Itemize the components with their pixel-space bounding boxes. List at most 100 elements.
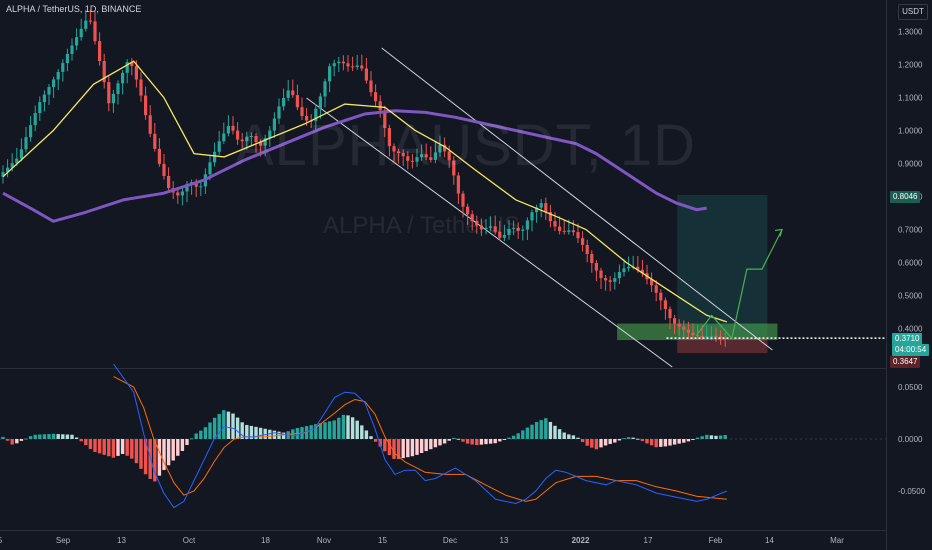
candle-body bbox=[719, 336, 723, 338]
price-tick-label: 1.2000 bbox=[898, 61, 923, 70]
time-tick-label: Dec bbox=[443, 536, 457, 545]
candle-body bbox=[42, 94, 46, 103]
macd-histogram-bar bbox=[553, 425, 557, 439]
macd-histogram-bar bbox=[268, 429, 272, 439]
stop-price-tag: 0.3647 bbox=[890, 356, 921, 368]
macd-histogram-bar bbox=[102, 439, 106, 455]
macd-histogram-bar bbox=[433, 439, 438, 448]
candle-body bbox=[272, 118, 276, 131]
candle-body bbox=[38, 102, 42, 114]
macd-histogram-bar bbox=[171, 439, 175, 461]
macd-histogram-bar bbox=[120, 439, 125, 454]
macd-histogram-bar bbox=[631, 437, 635, 439]
macd-histogram-bar bbox=[350, 417, 355, 439]
candle-body bbox=[162, 163, 166, 176]
macd-histogram-bar bbox=[645, 439, 649, 444]
candle-body bbox=[75, 37, 79, 46]
macd-histogram-bar bbox=[622, 438, 626, 440]
candle-body bbox=[387, 128, 391, 147]
candle-body bbox=[429, 157, 433, 160]
candle-body bbox=[364, 68, 368, 81]
last-price-tag: 0.3710 bbox=[892, 333, 923, 345]
candle-body bbox=[677, 323, 681, 327]
time-tick-label: 17 bbox=[644, 536, 653, 545]
candle-body bbox=[360, 65, 364, 69]
macd-histogram-bar bbox=[42, 434, 47, 439]
macd-histogram-bar bbox=[222, 410, 226, 439]
macd-histogram-bar bbox=[700, 436, 704, 439]
price-tick-label: 1.0000 bbox=[898, 127, 923, 136]
candle-body bbox=[300, 107, 304, 116]
candle-body bbox=[443, 144, 447, 152]
macd-tick-label: 0.0000 bbox=[898, 435, 923, 444]
candle-body bbox=[516, 227, 520, 231]
macd-histogram-bar bbox=[28, 436, 33, 439]
candle-body bbox=[121, 72, 125, 84]
currency-button[interactable]: USDT bbox=[898, 4, 928, 20]
candle-body bbox=[544, 203, 548, 213]
candle-body bbox=[617, 272, 621, 279]
candle-body bbox=[668, 309, 672, 319]
macd-histogram-bar bbox=[166, 439, 171, 466]
macd-histogram-bar bbox=[438, 439, 442, 446]
long-stop-zone bbox=[677, 338, 768, 354]
macd-histogram-bar bbox=[1, 436, 5, 439]
macd-histogram-bar bbox=[245, 424, 249, 439]
candle-body bbox=[52, 79, 56, 88]
candle-body bbox=[659, 292, 663, 301]
target-price-tag: 0.8046 bbox=[890, 191, 921, 203]
price-tick-label: 0.5000 bbox=[898, 292, 923, 301]
candle-body bbox=[374, 92, 378, 102]
candle-body bbox=[341, 61, 345, 64]
macd-histogram-bar bbox=[162, 439, 166, 471]
macd-histogram-bar bbox=[718, 435, 723, 439]
candle-body bbox=[107, 82, 111, 104]
macd-histogram-bar bbox=[668, 439, 672, 446]
macd-histogram-bar bbox=[70, 434, 74, 439]
macd-histogram-bar bbox=[580, 439, 585, 443]
candle-body bbox=[415, 157, 419, 162]
candle-body bbox=[254, 136, 258, 143]
time-tick-label: 15 bbox=[378, 536, 387, 545]
candle-body bbox=[277, 106, 281, 119]
macd-histogram-bar bbox=[677, 439, 681, 444]
macd-histogram-bar bbox=[203, 427, 208, 439]
macd-histogram-bar bbox=[479, 439, 484, 445]
candle-body bbox=[424, 154, 428, 158]
candle-body bbox=[79, 28, 83, 38]
macd-histogram-bar bbox=[562, 432, 566, 439]
candle-body bbox=[1, 172, 5, 177]
macd-histogram-bar bbox=[56, 434, 60, 439]
candle-body bbox=[139, 79, 143, 96]
symbol-header[interactable]: ALPHA / TetherUS, 1D, BINANCE bbox=[6, 4, 142, 14]
candle-body bbox=[314, 108, 318, 121]
candle-body bbox=[622, 268, 626, 273]
time-tick-label: Nov bbox=[317, 536, 331, 545]
candle-body bbox=[461, 193, 465, 207]
candle-body bbox=[226, 125, 230, 134]
candle-body bbox=[19, 149, 23, 159]
candle-body bbox=[176, 192, 180, 196]
macd-histogram-bar bbox=[608, 439, 612, 444]
macd-histogram-bar bbox=[157, 439, 162, 476]
price-tick-label: 1.3000 bbox=[898, 28, 923, 37]
candle-body bbox=[576, 232, 580, 239]
candle-body bbox=[378, 101, 382, 111]
macd-histogram-bar bbox=[424, 439, 428, 452]
candle-body bbox=[369, 80, 373, 93]
candle-body bbox=[571, 230, 575, 233]
macd-histogram-bar bbox=[249, 425, 254, 439]
macd-histogram-bar bbox=[185, 439, 189, 445]
candle-body bbox=[392, 146, 396, 152]
candle-body bbox=[650, 279, 654, 286]
candle-body bbox=[167, 175, 171, 189]
candle-body bbox=[723, 337, 727, 339]
macd-histogram-bar bbox=[304, 426, 309, 439]
macd-histogram-bar bbox=[617, 439, 622, 441]
candle-body bbox=[512, 227, 516, 229]
macd-histogram-bar bbox=[231, 413, 235, 439]
price-tick-label: 0.9000 bbox=[898, 160, 923, 169]
candle-body bbox=[355, 65, 359, 68]
candle-body bbox=[125, 62, 129, 73]
candle-body bbox=[328, 66, 332, 82]
